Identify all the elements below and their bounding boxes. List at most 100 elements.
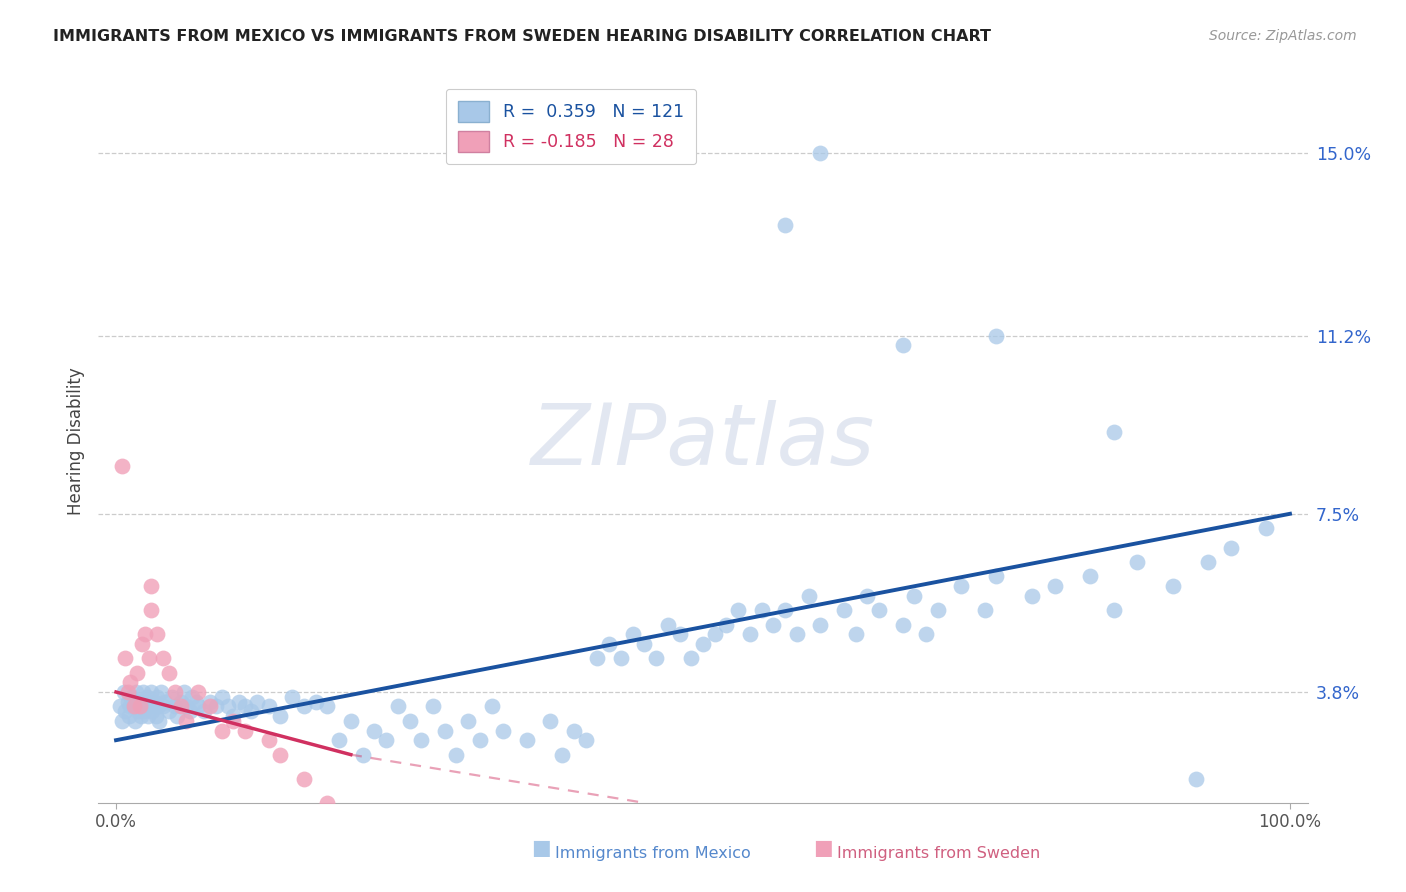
Point bbox=[657, 617, 679, 632]
Point bbox=[481, 699, 503, 714]
Point bbox=[166, 709, 188, 723]
Point bbox=[204, 699, 226, 714]
Point bbox=[184, 695, 207, 709]
Point bbox=[127, 665, 149, 680]
Point bbox=[1126, 555, 1149, 569]
Y-axis label: Hearing Disability: Hearing Disability bbox=[66, 368, 84, 516]
Point bbox=[681, 651, 703, 665]
Text: IMMIGRANTS FROM MEXICO VS IMMIGRANTS FROM SWEDEN HEARING DISABILITY CORRELATION : IMMIGRANTS FROM MEXICO VS IMMIGRANTS FRO… bbox=[53, 29, 991, 44]
Point bbox=[551, 747, 574, 762]
Point bbox=[117, 685, 139, 699]
Point bbox=[134, 627, 156, 641]
Text: Immigrants from Sweden: Immigrants from Sweden bbox=[837, 846, 1040, 861]
Point bbox=[575, 733, 598, 747]
Point bbox=[762, 617, 785, 632]
Point bbox=[120, 675, 142, 690]
Point bbox=[808, 617, 831, 632]
Point bbox=[114, 704, 136, 718]
Point bbox=[148, 714, 170, 728]
Point bbox=[797, 589, 820, 603]
Point bbox=[621, 627, 644, 641]
Point bbox=[120, 690, 142, 704]
Point bbox=[217, 699, 239, 714]
Point bbox=[152, 699, 174, 714]
Point bbox=[142, 695, 165, 709]
Point bbox=[950, 579, 973, 593]
Point bbox=[1220, 541, 1243, 555]
Point bbox=[586, 651, 609, 665]
Point bbox=[246, 695, 269, 709]
Point bbox=[114, 651, 136, 665]
Point bbox=[129, 709, 152, 723]
Point bbox=[411, 733, 433, 747]
Point bbox=[304, 695, 326, 709]
Point bbox=[773, 218, 796, 232]
Point bbox=[340, 810, 363, 824]
Point bbox=[316, 699, 339, 714]
Point bbox=[117, 695, 139, 709]
Point bbox=[1043, 579, 1066, 593]
Point bbox=[169, 695, 191, 709]
Point bbox=[492, 723, 515, 738]
Point bbox=[1102, 603, 1125, 617]
Point bbox=[257, 699, 280, 714]
Point bbox=[927, 603, 949, 617]
Point bbox=[375, 733, 398, 747]
Point bbox=[193, 704, 215, 718]
Point bbox=[157, 665, 180, 680]
Point bbox=[316, 796, 339, 810]
Point bbox=[598, 637, 620, 651]
Point bbox=[179, 704, 201, 718]
Point bbox=[134, 704, 156, 718]
Point bbox=[155, 695, 177, 709]
Point bbox=[1080, 569, 1102, 583]
Point bbox=[134, 699, 156, 714]
Point bbox=[1021, 589, 1043, 603]
Point bbox=[1161, 579, 1184, 593]
Point bbox=[211, 723, 233, 738]
Point bbox=[538, 714, 561, 728]
Point bbox=[118, 709, 141, 723]
Point bbox=[169, 699, 191, 714]
Point bbox=[257, 733, 280, 747]
Point bbox=[845, 627, 868, 641]
Point bbox=[1185, 772, 1208, 786]
Point bbox=[915, 627, 938, 641]
Point bbox=[131, 637, 153, 651]
Point bbox=[633, 637, 655, 651]
Point bbox=[786, 627, 808, 641]
Point bbox=[1256, 521, 1278, 535]
Point bbox=[222, 709, 245, 723]
Text: ■: ■ bbox=[531, 838, 551, 858]
Point bbox=[856, 589, 879, 603]
Point bbox=[269, 709, 291, 723]
Text: ZIPatlas: ZIPatlas bbox=[531, 400, 875, 483]
Point bbox=[1102, 425, 1125, 439]
Point bbox=[516, 733, 538, 747]
Text: ■: ■ bbox=[813, 838, 832, 858]
Point bbox=[131, 695, 153, 709]
Point bbox=[868, 603, 890, 617]
Point bbox=[112, 685, 135, 699]
Point bbox=[269, 747, 291, 762]
Point bbox=[891, 338, 914, 352]
Point bbox=[139, 699, 162, 714]
Point bbox=[751, 603, 773, 617]
Point bbox=[692, 637, 714, 651]
Point bbox=[141, 685, 163, 699]
Point bbox=[328, 733, 350, 747]
Point bbox=[128, 699, 150, 714]
Point bbox=[973, 603, 995, 617]
Point bbox=[808, 145, 831, 160]
Point bbox=[141, 603, 163, 617]
Point bbox=[141, 579, 163, 593]
Point bbox=[433, 723, 456, 738]
Point bbox=[233, 699, 256, 714]
Point bbox=[562, 723, 585, 738]
Point bbox=[228, 695, 250, 709]
Point bbox=[986, 328, 1008, 343]
Point bbox=[187, 699, 209, 714]
Point bbox=[127, 704, 149, 718]
Point bbox=[138, 695, 160, 709]
Point bbox=[128, 699, 150, 714]
